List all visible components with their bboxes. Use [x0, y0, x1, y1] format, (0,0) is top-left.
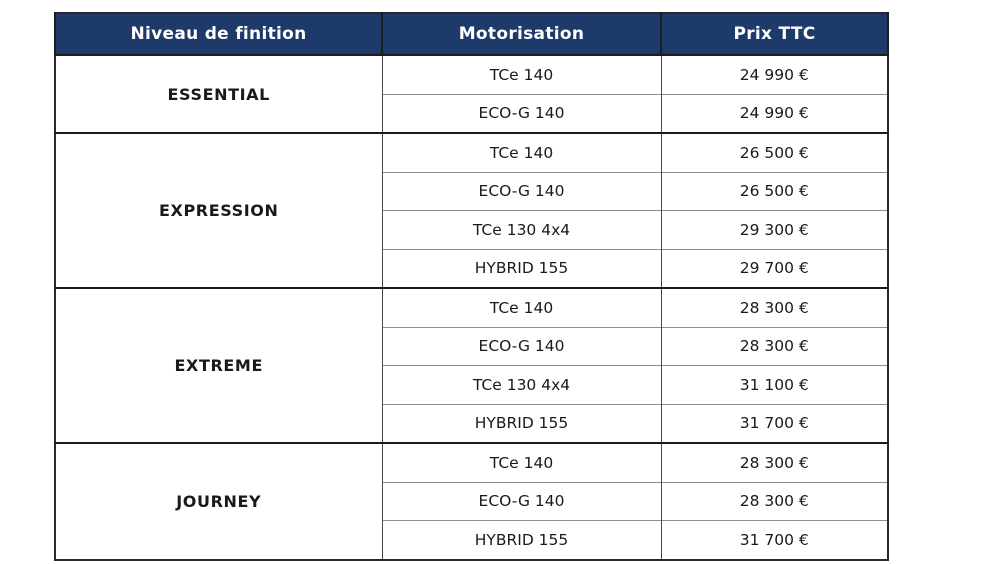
price-cell: 31 100 €: [660, 365, 889, 404]
price-cell: 31 700 €: [660, 403, 889, 443]
table-row: TCe 130 4x4 29 300 €: [55, 210, 889, 249]
table-row: ECO-G 140 28 300 €: [55, 481, 889, 521]
price-cell: 26 500 €: [660, 171, 889, 211]
price-cell: 28 300 €: [660, 481, 889, 521]
table-row: HYBRID 155 29 700 €: [55, 248, 889, 288]
motor-cell: ECO-G 140: [381, 93, 662, 133]
motor-cell: HYBRID 155: [381, 248, 662, 288]
table-row: TCe 130 4x4 31 100 €: [55, 365, 889, 404]
motor-cell: ECO-G 140: [381, 481, 662, 521]
header-row: Niveau de finition Motorisation Prix TTC: [54, 13, 889, 56]
motor-cell: ECO-G 140: [381, 171, 662, 211]
pricing-table-container: Niveau de finition Motorisation Prix TTC…: [54, 12, 889, 561]
price-cell: 28 300 €: [660, 326, 889, 366]
trim-cell-extreme: EXTREME: [54, 287, 383, 443]
table-row: EXPRESSION TCe 140 26 500 €: [54, 132, 889, 288]
price-cell: 28 300 €: [660, 442, 889, 482]
motor-cell: TCe 130 4x4: [381, 365, 662, 404]
price-cell: 24 990 €: [660, 55, 889, 94]
header-niveau-de-finition: Niveau de finition: [54, 13, 383, 56]
pricing-table: Niveau de finition Motorisation Prix TTC…: [54, 12, 889, 561]
motor-cell: TCe 140: [381, 287, 662, 327]
motor-cell: TCe 140: [381, 55, 662, 94]
header-prix-ttc: Prix TTC: [660, 13, 889, 56]
motor-cell: TCe 130 4x4: [381, 210, 662, 249]
price-cell: 29 700 €: [660, 248, 889, 288]
motor-cell: HYBRID 155: [381, 403, 662, 443]
table-row: ESSENTIAL TCe 140 24 990 €: [54, 55, 889, 133]
table-row: ECO-G 140 26 500 €: [55, 171, 889, 211]
price-cell: 28 300 €: [660, 287, 889, 327]
motor-cell: HYBRID 155: [381, 520, 662, 560]
price-cell: 24 990 €: [660, 93, 889, 133]
table-row: HYBRID 155 31 700 €: [55, 403, 889, 443]
motor-cell: ECO-G 140: [381, 326, 662, 366]
table-row: EXTREME TCe 140 28 300 €: [54, 287, 889, 443]
trim-cell-journey: JOURNEY: [54, 442, 383, 560]
trim-cell-essential: ESSENTIAL: [54, 55, 383, 133]
trim-cell-expression: EXPRESSION: [54, 132, 383, 288]
price-cell: 26 500 €: [660, 132, 889, 172]
motor-cell: TCe 140: [381, 132, 662, 172]
table-row: ECO-G 140 24 990 €: [55, 93, 889, 133]
motor-cell: TCe 140: [381, 442, 662, 482]
price-cell: 29 300 €: [660, 210, 889, 249]
header-motorisation: Motorisation: [381, 13, 662, 56]
price-cell: 31 700 €: [660, 520, 889, 560]
table-row: HYBRID 155 31 700 €: [55, 520, 889, 560]
table-row: JOURNEY TCe 140 28 300 €: [54, 442, 889, 560]
table-row: ECO-G 140 28 300 €: [55, 326, 889, 366]
